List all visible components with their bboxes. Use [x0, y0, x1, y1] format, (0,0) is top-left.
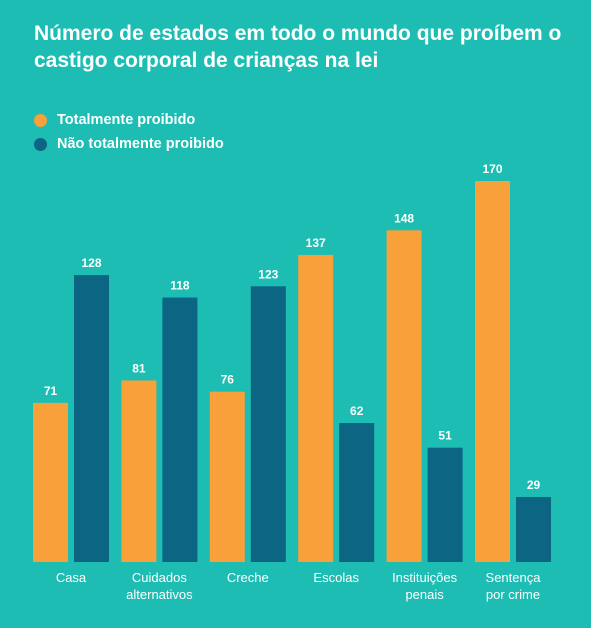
legend: Totalmente proibido Não totalmente proib… — [34, 108, 224, 156]
bar-totally-5 — [475, 181, 510, 562]
legend-swatch-not-totally — [34, 137, 47, 151]
data-label-not-totally-3: 62 — [350, 404, 364, 418]
data-label-totally-3: 137 — [306, 236, 326, 250]
legend-item-not-totally: Não totalmente proibido — [34, 132, 224, 156]
data-label-totally-2: 76 — [221, 373, 235, 387]
legend-label-totally: Totalmente proibido — [57, 112, 196, 128]
bar-not-totally-1 — [162, 297, 198, 562]
bar-not-totally-2 — [250, 286, 286, 562]
category-label-line: Creche — [227, 570, 269, 585]
category-label-line: Cuidados — [132, 570, 187, 585]
data-label-totally-5: 170 — [482, 162, 502, 176]
category-label-1: Cuidados alternativos — [126, 570, 193, 602]
bar-totally-2 — [209, 391, 245, 562]
category-label-line: por crime — [486, 587, 540, 602]
chart-title: Número de estados em todo o mundo que pr… — [34, 22, 562, 72]
bar-not-totally-0 — [74, 275, 109, 562]
legend-label-not-totally: Não totalmente proibido — [57, 136, 224, 152]
category-label-0: Casa — [56, 570, 87, 585]
bar-not-totally-3 — [339, 423, 375, 562]
data-label-totally-0: 71 — [44, 384, 58, 398]
category-label-line: Sentença — [486, 570, 542, 585]
bar-totally-0 — [33, 402, 68, 562]
bar-totally-3 — [298, 254, 334, 563]
data-label-not-totally-2: 123 — [258, 267, 278, 281]
bar-totally-4 — [386, 230, 422, 562]
category-label-line: alternativos — [126, 587, 193, 602]
category-label-3: Escolas — [313, 570, 359, 585]
data-label-not-totally-4: 51 — [438, 429, 452, 443]
bar-totally-1 — [121, 380, 157, 562]
category-label-line: Escolas — [313, 570, 359, 585]
category-label-2: Creche — [227, 570, 269, 585]
legend-item-totally: Totalmente proibido — [34, 108, 224, 132]
category-label-5: Sentença por crime — [486, 570, 542, 602]
category-label-line: Casa — [56, 570, 87, 585]
data-label-totally-1: 81 — [132, 361, 146, 375]
bar-not-totally-4 — [427, 447, 463, 562]
legend-swatch-totally — [34, 113, 47, 127]
data-label-not-totally-1: 118 — [170, 279, 190, 293]
data-label-totally-4: 148 — [394, 211, 414, 225]
bar-not-totally-5 — [516, 497, 551, 562]
category-label-4: Instituições penais — [392, 570, 458, 602]
category-label-line: penais — [405, 587, 444, 602]
data-label-not-totally-0: 128 — [81, 256, 101, 270]
data-label-not-totally-5: 29 — [527, 478, 541, 492]
category-label-line: Instituições — [392, 570, 458, 585]
